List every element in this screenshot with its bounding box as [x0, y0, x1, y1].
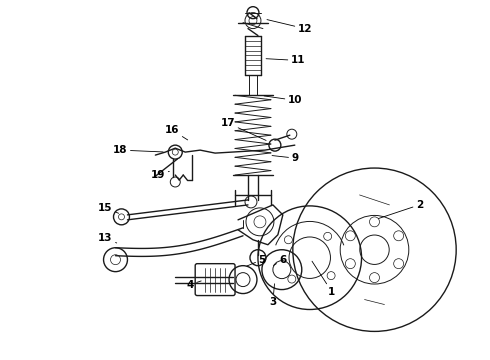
Text: 4: 4	[187, 280, 201, 289]
Text: 18: 18	[113, 145, 163, 155]
Text: 12: 12	[267, 19, 312, 33]
Text: 19: 19	[151, 170, 170, 180]
Text: 5: 5	[247, 255, 266, 266]
Text: 3: 3	[270, 284, 276, 306]
Text: 6: 6	[273, 255, 287, 265]
Text: 7: 7	[0, 359, 1, 360]
Text: 11: 11	[266, 55, 305, 66]
Text: 1: 1	[312, 261, 335, 297]
Text: 10: 10	[264, 95, 302, 105]
Text: 9: 9	[272, 153, 298, 163]
Text: 8: 8	[0, 359, 1, 360]
Text: 2: 2	[378, 200, 423, 219]
Text: 13: 13	[98, 233, 117, 243]
Text: 15: 15	[98, 203, 119, 213]
Text: 17: 17	[221, 118, 266, 140]
Text: 16: 16	[165, 125, 188, 140]
Text: 14: 14	[0, 359, 1, 360]
